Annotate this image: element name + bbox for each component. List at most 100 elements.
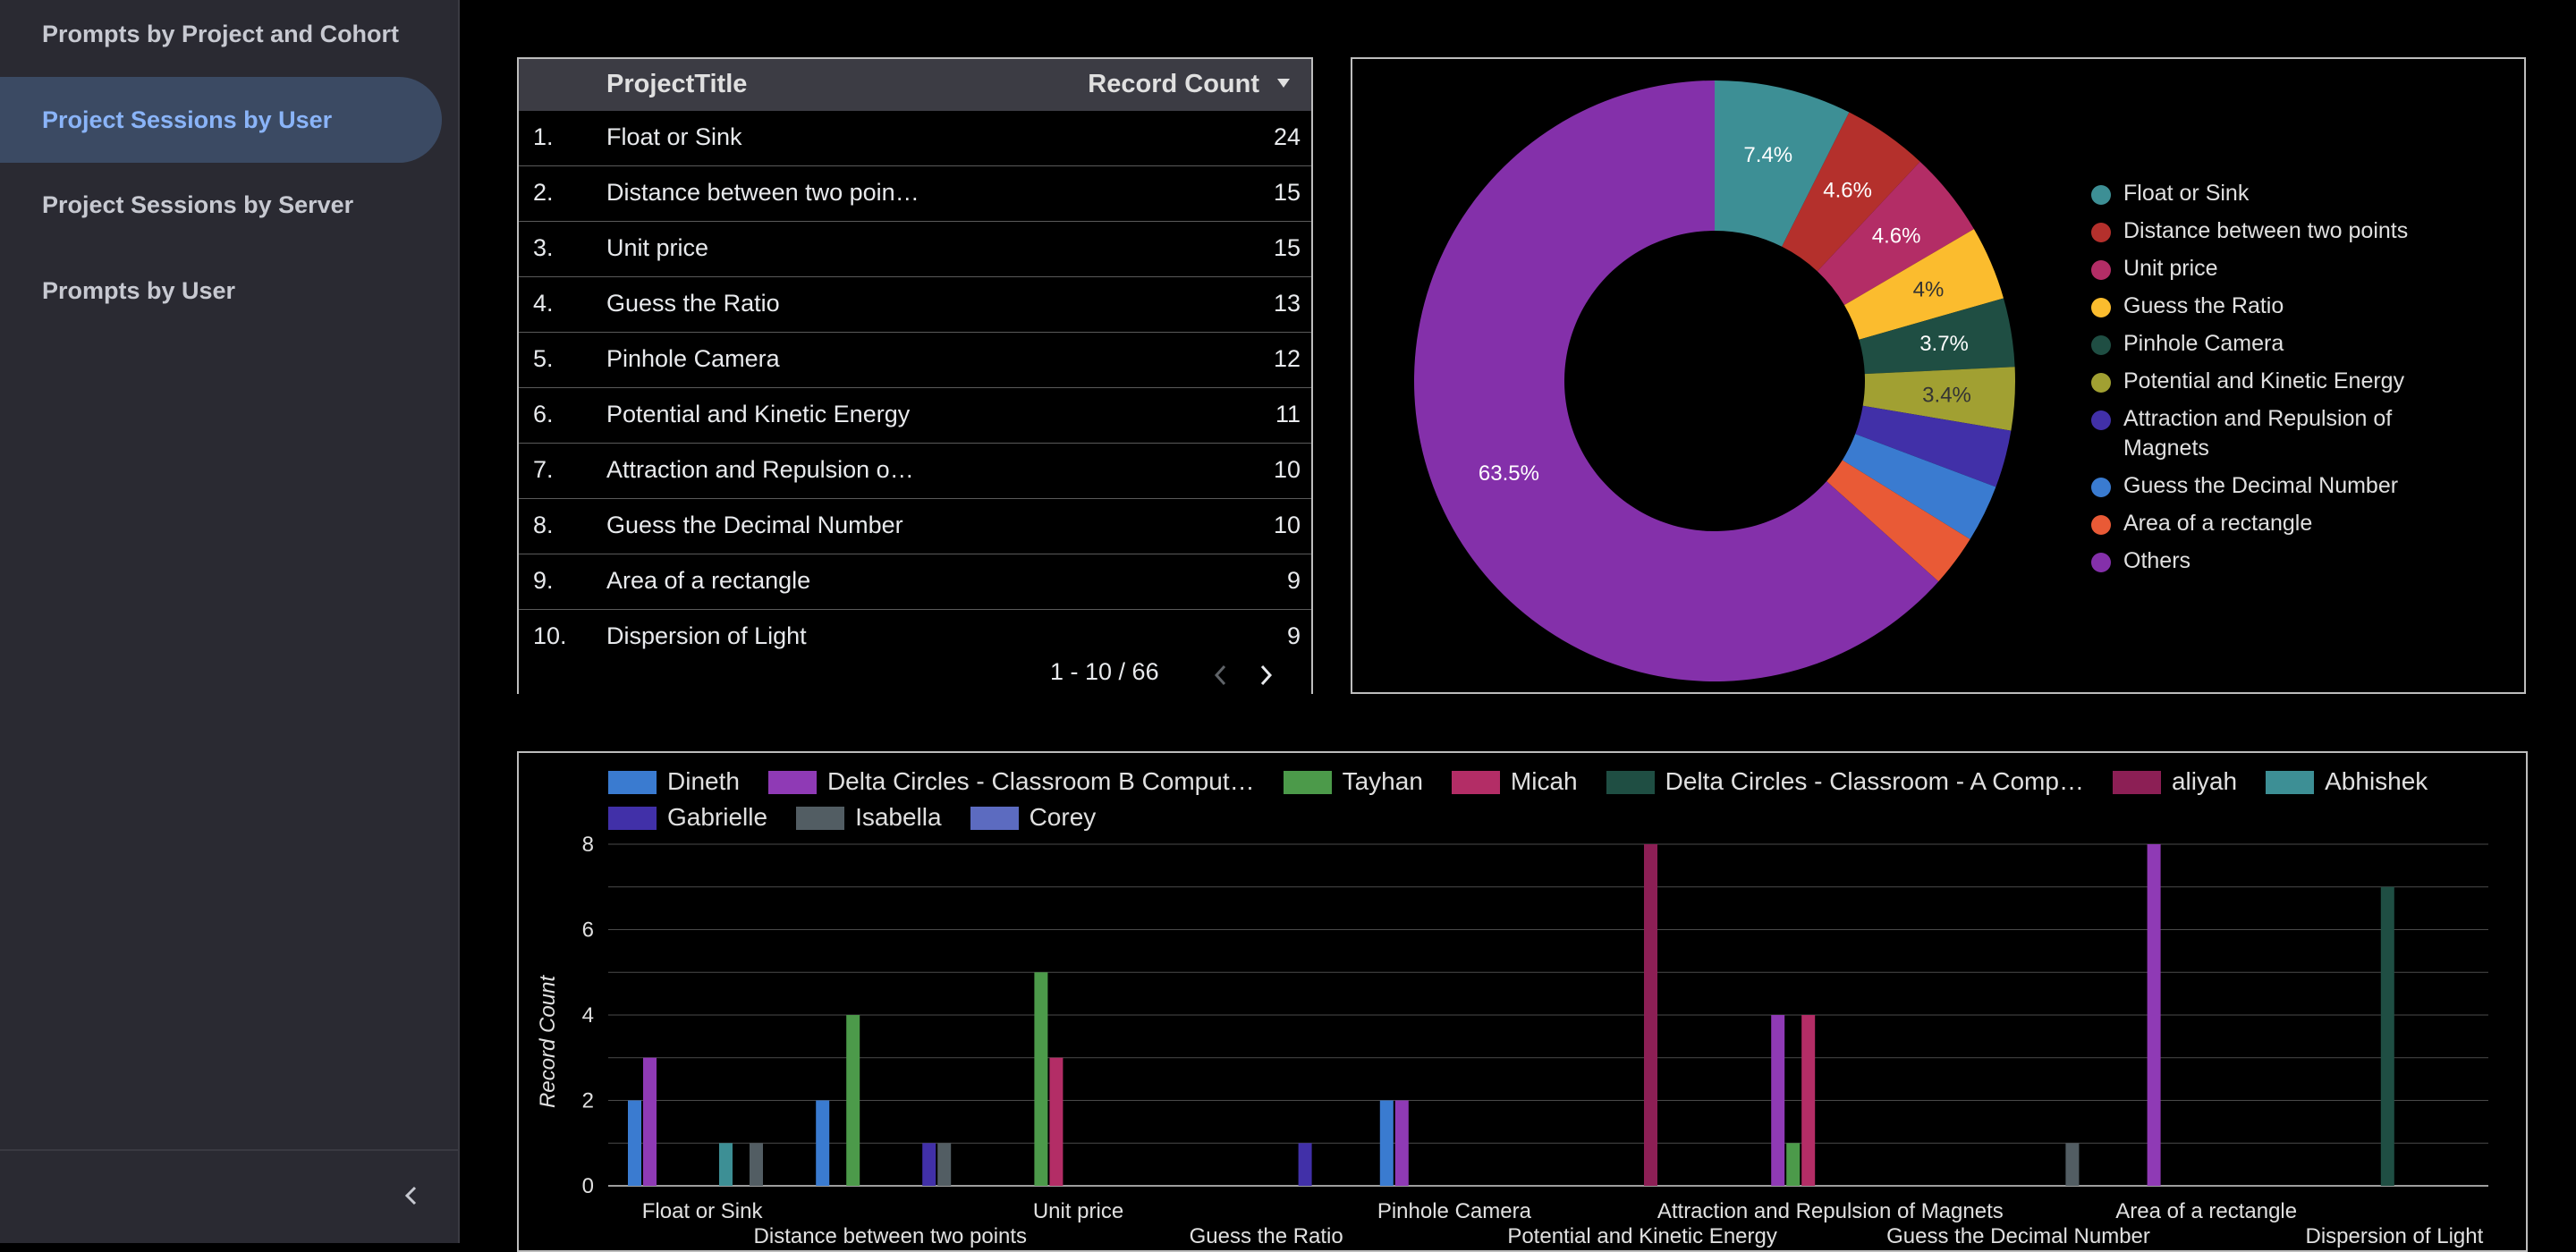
donut-slice[interactable] (1715, 80, 1850, 247)
donut-slice[interactable] (1843, 229, 2004, 340)
bar[interactable] (2065, 1143, 2080, 1186)
legend-item[interactable]: Delta Circles - Classroom - A Comp… (1606, 764, 2084, 799)
table-header: ProjectTitle Record Count (519, 59, 1311, 111)
row-index: 10. (533, 622, 567, 649)
donut-slice-label: 3.7% (1919, 332, 1969, 356)
legend-label: Delta Circles - Classroom B Comput… (826, 767, 1255, 795)
legend-swatch (2091, 298, 2111, 317)
bar[interactable] (1379, 1100, 1394, 1187)
row-index: 9. (533, 567, 554, 594)
row-count: 15 (1273, 179, 1301, 206)
bar[interactable] (1801, 1015, 1816, 1186)
donut-slice[interactable] (1414, 80, 1939, 681)
row-index: 2. (533, 179, 554, 206)
table-row[interactable]: 8. Guess the Decimal Number 10 (519, 499, 1311, 554)
row-index: 8. (533, 512, 554, 538)
nav-item-prompts-by-user[interactable]: Prompts by User (0, 248, 442, 334)
row-title: Guess the Ratio (606, 290, 780, 317)
legend-item[interactable]: Distance between two points (2091, 216, 2467, 246)
sort-descending-icon[interactable] (1275, 77, 1292, 89)
legend-item[interactable]: Dineth (608, 764, 740, 799)
x-tick-label: Area of a rectangle (2115, 1199, 2297, 1223)
legend-swatch (2091, 185, 2111, 205)
bar[interactable] (2380, 886, 2394, 1186)
table-row[interactable]: 2. Distance between two poin… 15 (519, 166, 1311, 222)
bar[interactable] (1394, 1100, 1409, 1187)
bar[interactable] (937, 1143, 952, 1186)
row-title: Pinhole Camera (606, 345, 780, 372)
donut-slice[interactable] (1817, 161, 1974, 306)
legend-item[interactable]: Pinhole Camera (2091, 329, 2467, 359)
legend-label: Gabrielle (667, 803, 768, 831)
row-index: 3. (533, 234, 554, 261)
legend-item[interactable]: Attraction and Repulsion of Magnets (2091, 404, 2467, 463)
bar[interactable] (719, 1143, 733, 1186)
collapse-sidebar-button[interactable] (394, 1178, 429, 1214)
bar[interactable] (1049, 1057, 1063, 1186)
legend-label: Distance between two points (2123, 218, 2409, 243)
legend-item[interactable]: Guess the Ratio (2091, 292, 2467, 321)
row-title: Potential and Kinetic Energy (606, 401, 911, 427)
table-row[interactable]: 6. Potential and Kinetic Energy 11 (519, 388, 1311, 444)
donut-slice[interactable] (1862, 367, 2015, 431)
donut-slice[interactable] (1782, 112, 1920, 272)
y-tick-label: 4 (582, 1003, 594, 1028)
table-row[interactable]: 5. Pinhole Camera 12 (519, 333, 1311, 388)
table-row[interactable]: 1. Float or Sink 24 (519, 111, 1311, 166)
legend-item[interactable]: Guess the Decimal Number (2091, 471, 2467, 501)
legend-item[interactable]: Others (2091, 546, 2467, 576)
bar[interactable] (628, 1100, 641, 1187)
next-page-button[interactable] (1250, 660, 1281, 690)
previous-page-button[interactable] (1206, 660, 1236, 690)
x-tick-label: Guess the Ratio (1190, 1224, 1343, 1248)
nav-item-project-sessions-by-server[interactable]: Project Sessions by Server (0, 162, 442, 248)
donut-slice[interactable] (1855, 405, 2012, 487)
bar[interactable] (922, 1143, 936, 1186)
donut-slice[interactable] (1842, 434, 1996, 540)
legend-item[interactable]: Isabella (796, 799, 942, 835)
table-row[interactable]: 4. Guess the Ratio 13 (519, 277, 1311, 333)
legend-item[interactable]: Unit price (2091, 254, 2467, 283)
column-header-project-title[interactable]: ProjectTitle (606, 70, 748, 98)
bar[interactable] (816, 1100, 830, 1187)
chevron-right-icon (1260, 664, 1273, 686)
project-record-count-table: ProjectTitle Record Count 1. Float or Sin… (517, 57, 1313, 694)
legend-item[interactable]: Tayhan (1283, 764, 1423, 799)
donut-slice[interactable] (1859, 298, 2015, 375)
legend-swatch (2112, 771, 2161, 794)
legend-item[interactable]: Float or Sink (2091, 179, 2467, 208)
legend-item[interactable]: Corey (970, 799, 1096, 835)
legend-label: Others (2123, 548, 2191, 573)
bar[interactable] (1786, 1143, 1801, 1186)
legend-item[interactable]: aliyah (2112, 764, 2237, 799)
nav-item-project-sessions-by-user[interactable]: Project Sessions by User (0, 77, 442, 163)
bar[interactable] (2147, 844, 2161, 1186)
table-row[interactable]: 10. Dispersion of Light 9 (519, 610, 1311, 665)
legend-item[interactable]: Potential and Kinetic Energy (2091, 367, 2467, 396)
bar[interactable] (750, 1143, 763, 1186)
table-row[interactable]: 9. Area of a rectangle 9 (519, 554, 1311, 610)
legend-item[interactable]: Gabrielle (608, 799, 767, 835)
legend-item[interactable]: Area of a rectangle (2091, 509, 2467, 538)
legend-swatch (2091, 223, 2111, 242)
legend-item[interactable]: Delta Circles - Classroom B Comput… (767, 764, 1255, 799)
legend-swatch (2091, 373, 2111, 393)
bar[interactable] (1644, 844, 1657, 1186)
donut-slice[interactable] (1826, 460, 1970, 582)
donut-slice-label: 4% (1913, 278, 1945, 302)
bar[interactable] (846, 1015, 860, 1186)
bar[interactable] (1034, 972, 1048, 1186)
x-tick-label: Guess the Decimal Number (1886, 1224, 2150, 1248)
bar[interactable] (1771, 1015, 1785, 1186)
bar[interactable] (1298, 1143, 1312, 1186)
row-title: Dispersion of Light (606, 622, 807, 649)
table-row[interactable]: 3. Unit price 15 (519, 222, 1311, 277)
legend-item[interactable]: Micah (1451, 764, 1578, 799)
bar[interactable] (643, 1057, 657, 1186)
table-row[interactable]: 7. Attraction and Repulsion o… 10 (519, 444, 1311, 499)
legend-item[interactable]: Abhishek (2266, 764, 2428, 799)
legend-label: Pinhole Camera (2123, 331, 2284, 356)
column-header-record-count[interactable]: Record Count (1088, 70, 1259, 98)
nav-item-prompts-by-project-and-cohort[interactable]: Prompts by Project and Cohort (0, 0, 442, 77)
